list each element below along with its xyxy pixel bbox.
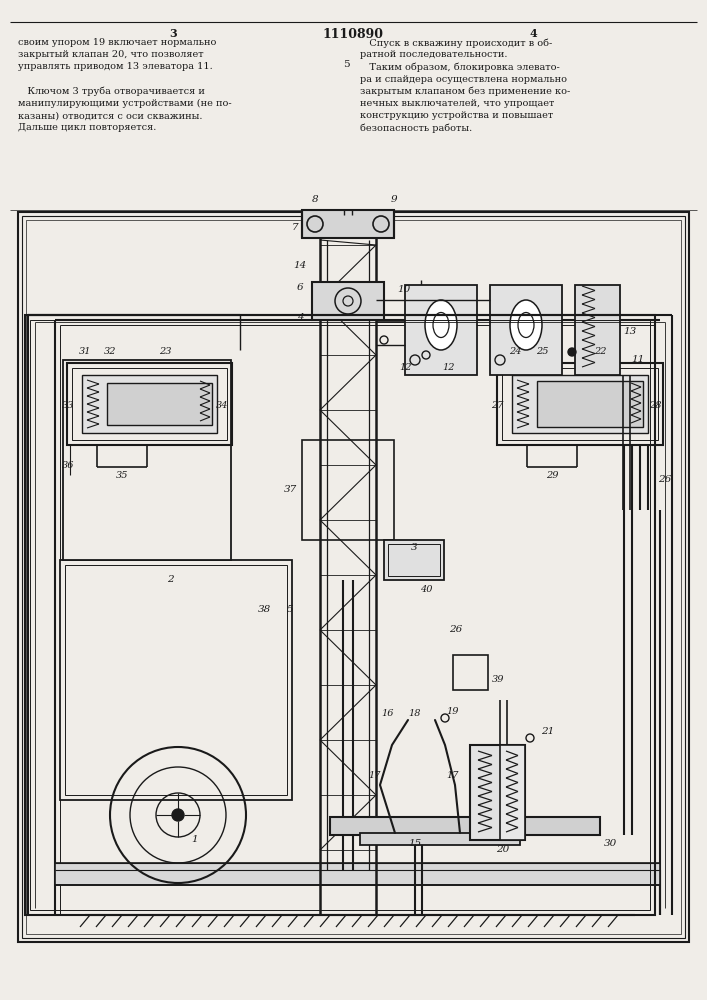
Text: 34: 34 (216, 400, 228, 410)
Bar (502, 368, 658, 440)
Text: 26: 26 (450, 626, 462, 635)
Text: 5: 5 (286, 605, 293, 614)
Text: Спуск в скважину происходит в об-: Спуск в скважину происходит в об- (360, 38, 552, 47)
Text: 18: 18 (409, 708, 421, 718)
Text: нечных выключателей, что упрощает: нечных выключателей, что упрощает (360, 99, 554, 108)
Bar (25, 315, 655, 915)
Text: 37: 37 (284, 486, 297, 494)
Text: 12: 12 (399, 363, 412, 372)
Bar (65, 565, 287, 795)
Bar (82, 375, 217, 433)
Text: 23: 23 (159, 348, 171, 357)
Text: казаны) отводится с оси скважины.: казаны) отводится с оси скважины. (18, 111, 202, 120)
Text: 13: 13 (624, 328, 636, 336)
Text: конструкцию устройства и повышает: конструкцию устройства и повышает (360, 111, 554, 120)
Text: 5: 5 (344, 60, 350, 69)
Text: 20: 20 (496, 844, 510, 854)
Circle shape (172, 809, 184, 821)
Text: 38: 38 (258, 605, 271, 614)
Bar (72, 368, 227, 440)
Text: 16: 16 (382, 708, 395, 718)
Bar (330, 817, 600, 835)
Bar (22, 216, 685, 938)
Text: 10: 10 (397, 286, 411, 294)
Bar (302, 210, 394, 238)
Bar (405, 285, 477, 375)
Text: 8: 8 (312, 196, 318, 205)
Text: 21: 21 (542, 728, 554, 736)
Bar (453, 655, 488, 690)
Ellipse shape (433, 312, 449, 338)
Bar (512, 375, 648, 433)
Text: 33: 33 (62, 400, 74, 410)
Bar (26, 220, 681, 934)
Bar (18, 212, 689, 942)
Text: 26: 26 (658, 476, 672, 485)
Text: 36: 36 (62, 460, 74, 470)
Text: 4: 4 (297, 312, 303, 322)
Text: 25: 25 (536, 348, 548, 357)
Text: 3: 3 (169, 28, 177, 39)
Bar (360, 833, 520, 845)
Text: 22: 22 (594, 348, 606, 357)
Text: 9: 9 (391, 196, 397, 205)
Bar (470, 745, 525, 840)
Text: Дальше цикл повторяется.: Дальше цикл повторяется. (18, 123, 156, 132)
Text: 11: 11 (631, 356, 645, 364)
Text: 29: 29 (546, 471, 559, 480)
Text: 4: 4 (529, 28, 537, 39)
Text: безопасность работы.: безопасность работы. (360, 123, 472, 133)
Text: Таким образом, блокировка элевато-: Таким образом, блокировка элевато- (360, 62, 560, 72)
Bar (388, 544, 440, 576)
Text: 32: 32 (104, 348, 116, 357)
Text: 24: 24 (509, 348, 521, 357)
Text: 35: 35 (116, 471, 128, 480)
Bar (302, 440, 394, 540)
Text: управлять приводом 13 элеватора 11.: управлять приводом 13 элеватора 11. (18, 62, 213, 71)
Text: закрытый клапан 20, что позволяет: закрытый клапан 20, что позволяет (18, 50, 204, 59)
Ellipse shape (518, 312, 534, 338)
Text: своим упором 19 включает нормально: своим упором 19 включает нормально (18, 38, 216, 47)
Text: 30: 30 (603, 838, 617, 848)
Bar (63, 360, 231, 560)
Text: 19: 19 (447, 708, 460, 716)
Bar (490, 285, 562, 375)
Text: 40: 40 (420, 585, 432, 594)
Text: 7: 7 (292, 224, 298, 232)
Ellipse shape (510, 300, 542, 350)
Text: ратной последовательности.: ратной последовательности. (360, 50, 508, 59)
Text: 3: 3 (411, 544, 417, 552)
Text: 27: 27 (491, 400, 503, 410)
Bar (60, 560, 292, 800)
Bar (537, 381, 643, 427)
Text: ра и спайдера осуществлена нормально: ра и спайдера осуществлена нормально (360, 75, 567, 84)
Text: закрытым клапаном без применение ко-: закрытым клапаном без применение ко- (360, 87, 571, 96)
Text: 1110890: 1110890 (322, 28, 383, 41)
Bar (67, 363, 232, 445)
Bar (55, 863, 660, 885)
Bar (312, 282, 384, 320)
Bar (500, 745, 525, 840)
Ellipse shape (425, 300, 457, 350)
Bar (30, 320, 650, 910)
Circle shape (568, 348, 576, 356)
Text: 2: 2 (167, 576, 173, 584)
Bar (575, 285, 620, 375)
Bar (384, 540, 444, 580)
Text: 12: 12 (443, 363, 455, 372)
Text: 28: 28 (649, 400, 661, 410)
Text: 17: 17 (369, 770, 381, 780)
Text: 14: 14 (293, 260, 307, 269)
Text: 31: 31 (78, 348, 91, 357)
Text: 39: 39 (492, 676, 504, 684)
Text: 17: 17 (447, 770, 460, 780)
Text: 1: 1 (192, 836, 198, 844)
Text: Ключом 3 труба отворачивается и: Ключом 3 труба отворачивается и (18, 87, 205, 96)
Bar (497, 363, 663, 445)
Text: 6: 6 (297, 284, 303, 292)
Text: 15: 15 (409, 838, 421, 848)
Bar (107, 383, 212, 425)
Text: манипулирующими устройствами (не по-: манипулирующими устройствами (не по- (18, 99, 232, 108)
